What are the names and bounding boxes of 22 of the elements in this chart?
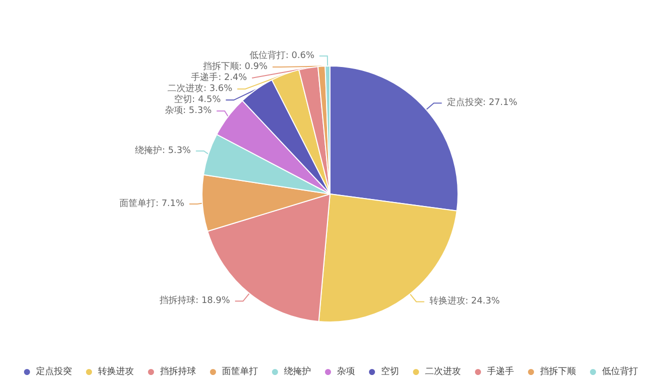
data-label: 定点投突: 27.1% xyxy=(446,97,518,108)
data-label: 转换进攻: 24.3% xyxy=(429,296,500,307)
legend-label: 手递手 xyxy=(487,366,514,377)
data-label: 手递手: 2.4% xyxy=(191,72,248,84)
legend-label: 挡拆持球 xyxy=(160,366,196,377)
data-label: 挡拆持球: 18.9% xyxy=(160,295,230,306)
legend-label: 空切 xyxy=(381,366,399,377)
data-label: 空切: 4.5% xyxy=(174,94,222,106)
data-label: 低位背打: 0.6% xyxy=(250,50,315,62)
data-label: 二次进攻: 3.6% xyxy=(167,83,233,94)
data-label: 绕掩护: 5.3% xyxy=(135,144,192,156)
legend-label: 杂项 xyxy=(337,366,355,377)
data-label: 杂项: 5.3% xyxy=(164,105,212,116)
legend-label: 转换进攻 xyxy=(98,366,134,377)
legend-label: 低位背打 xyxy=(602,366,638,377)
legend-label: 二次进攻 xyxy=(425,366,461,377)
legend-label: 定点投突 xyxy=(36,366,72,377)
data-label: 挡拆下顺: 0.9% xyxy=(202,61,268,72)
data-label: 面筐单打: 7.1% xyxy=(120,198,185,209)
legend-label: 挡拆下顺 xyxy=(540,366,576,377)
legend-label: 面筐单打 xyxy=(222,366,258,377)
legend-label: 绕掩护 xyxy=(284,366,311,377)
